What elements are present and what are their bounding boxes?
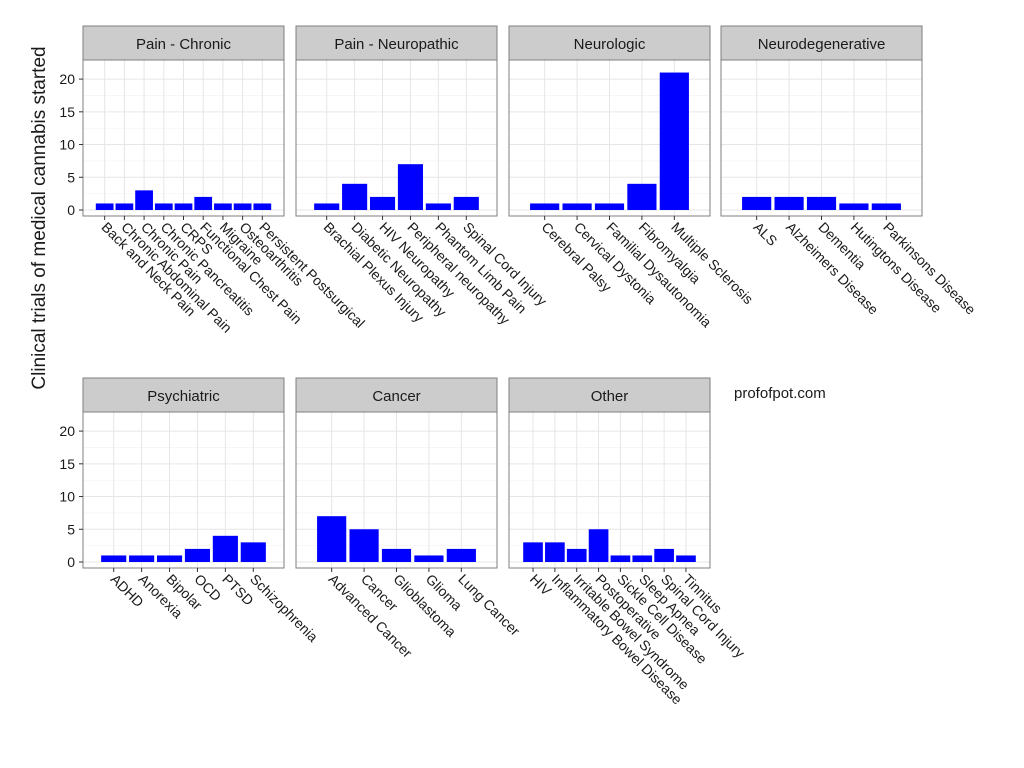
facet-strip (508, 25, 711, 61)
bar (397, 164, 424, 210)
bar (742, 196, 772, 210)
bar (240, 542, 266, 562)
facet-title: Pain - Neuropathic (334, 36, 459, 53)
bar (871, 203, 901, 210)
y-tick-label: 10 (59, 489, 75, 505)
y-tick-label: 5 (67, 521, 75, 537)
bar (156, 555, 183, 562)
bar (154, 203, 173, 210)
category-label: HIV (527, 571, 555, 599)
y-tick-label: 20 (59, 423, 75, 439)
panel-border (295, 59, 498, 217)
bar (839, 203, 869, 210)
bar (369, 196, 396, 210)
watermark-text: profofpot.com (734, 385, 826, 402)
bar (594, 203, 625, 210)
bar (212, 535, 238, 562)
facet-strip (82, 25, 285, 61)
bar (129, 555, 155, 562)
facet-title: Psychiatric (147, 388, 220, 405)
bar (627, 183, 657, 210)
bar (253, 203, 272, 210)
facet-title: Cancer (372, 388, 420, 405)
bar (610, 555, 631, 562)
bar (115, 203, 134, 210)
bar (545, 542, 565, 562)
bar (588, 529, 609, 562)
bar (774, 196, 804, 210)
facet-strip (295, 377, 498, 413)
bar (214, 203, 232, 210)
panel-border (82, 411, 285, 569)
facet-strip (295, 25, 498, 61)
bar (530, 203, 560, 210)
facet-strip (508, 377, 711, 413)
bar (523, 542, 543, 562)
facet-title: Neurodegenerative (758, 36, 886, 53)
bar (135, 190, 153, 210)
bar (446, 548, 476, 562)
y-tick-label: 20 (59, 71, 75, 87)
facet-strip (720, 25, 923, 61)
y-tick-label: 15 (59, 456, 75, 472)
bar (414, 555, 444, 562)
bar (314, 203, 340, 210)
category-label: Lung Cancer (455, 571, 523, 639)
bar (654, 548, 674, 562)
bar (566, 548, 587, 562)
bar (806, 196, 837, 210)
bar (381, 548, 412, 562)
bar (174, 203, 193, 210)
category-label: Schizophrenia (247, 571, 321, 645)
y-tick-label: 15 (59, 104, 75, 120)
bar (562, 203, 592, 210)
bar (632, 555, 653, 562)
category-label: Persistent Postsurgical (256, 219, 368, 331)
panel-background (83, 412, 284, 568)
facet-title: Pain - Chronic (136, 36, 232, 53)
bar (342, 183, 368, 210)
y-tick-label: 5 (67, 169, 75, 185)
y-tick-label: 10 (59, 137, 75, 153)
facet-title: Neurologic (574, 36, 646, 53)
facet-strip (82, 377, 285, 413)
bar (676, 555, 696, 562)
y-tick-label: 0 (67, 554, 75, 570)
panel-background (509, 412, 710, 568)
bar (317, 516, 347, 562)
y-tick-label: 0 (67, 202, 75, 218)
bar (659, 72, 689, 210)
facet-title: Other (591, 388, 629, 405)
category-label: ALS (751, 219, 781, 249)
facet-panel: PsychiatricADHDAnorexiaBipolarOCDPTSDSch… (59, 377, 321, 645)
panel-border (508, 411, 711, 569)
bar (453, 196, 479, 210)
bar (184, 548, 211, 562)
category-label: PTSD (219, 571, 257, 609)
y-axis-label: Clinical trials of medical cannabis star… (29, 46, 50, 389)
bar (101, 555, 127, 562)
bar (194, 196, 213, 210)
bar (233, 203, 252, 210)
bar (349, 529, 379, 562)
bar (95, 203, 114, 210)
bar (425, 203, 451, 210)
panel-background (296, 60, 497, 216)
